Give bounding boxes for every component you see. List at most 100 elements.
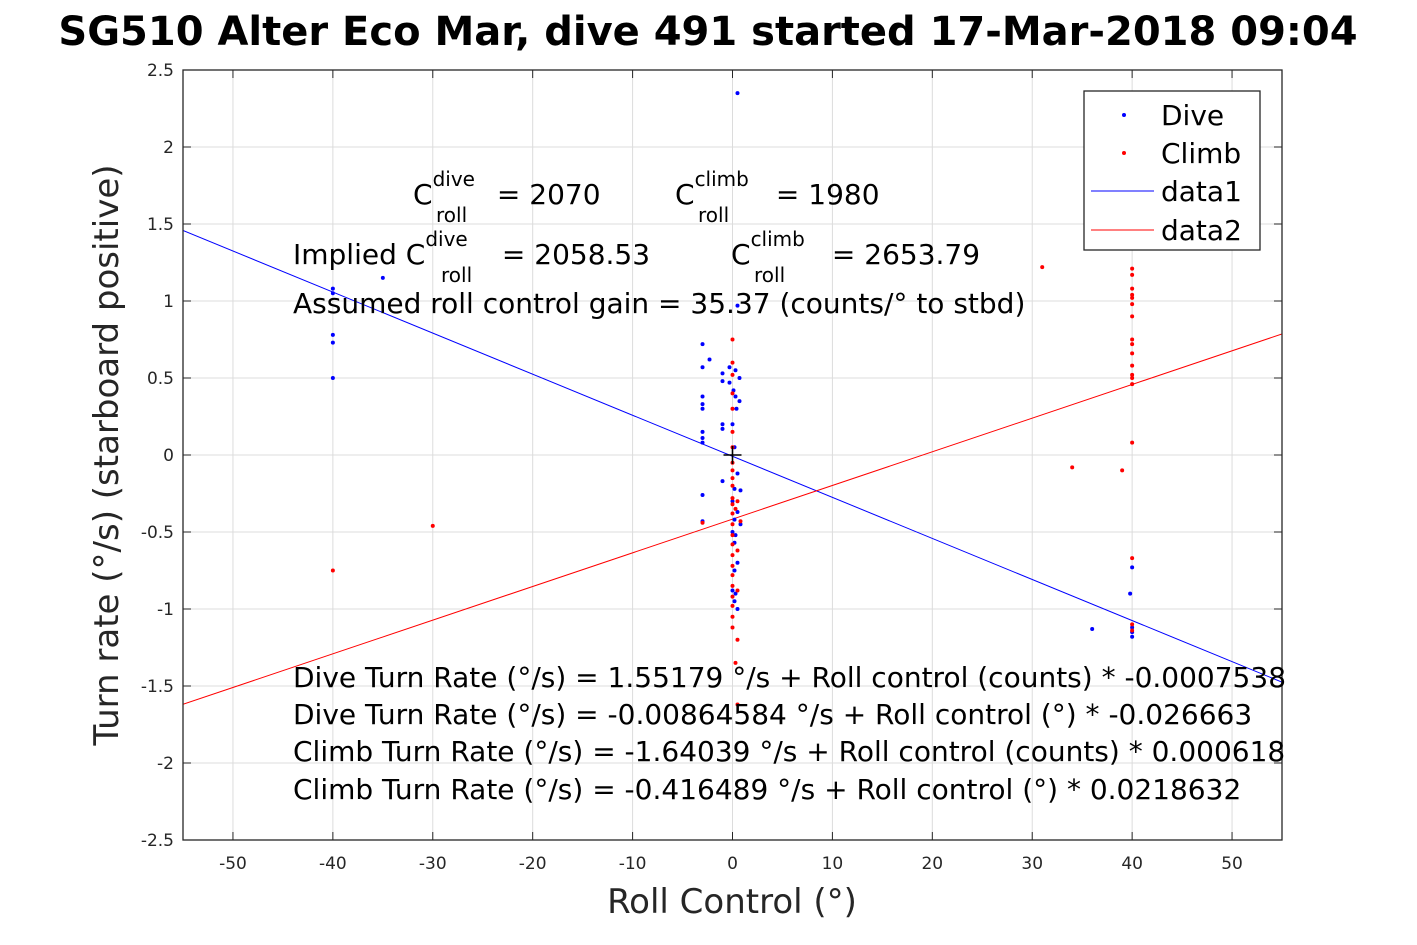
data-point-dive (730, 422, 735, 427)
c-climb-sup: climb (695, 167, 749, 191)
data-point-dive (330, 332, 335, 337)
annotation-eq2: Dive Turn Rate (°/s) = -0.00864584 °/s +… (293, 698, 1252, 731)
data-point-climb (1130, 286, 1135, 291)
data-point-dive (731, 388, 736, 393)
data-point-climb (733, 506, 738, 511)
data-point-dive (1128, 591, 1133, 596)
data-point-climb (730, 429, 735, 434)
data-point-climb (730, 360, 735, 365)
data-point-dive (700, 342, 705, 347)
data-point-dive (732, 517, 737, 522)
data-point-dive (735, 560, 740, 565)
y-tick-label: -2 (157, 754, 174, 774)
implied-dive-sup: dive (425, 227, 467, 251)
y-tick-label: 2.5 (147, 61, 174, 81)
data-point-dive (1130, 625, 1135, 630)
x-tick-label: -20 (519, 854, 547, 874)
data-point-climb (700, 520, 705, 525)
data-point-climb (730, 406, 735, 411)
data-point-dive (733, 533, 738, 538)
implied-climb-value: = 2653.79 (823, 238, 980, 271)
legend-dive-label: Dive (1161, 99, 1224, 132)
data-point-dive (700, 429, 705, 434)
legend-box (1083, 90, 1261, 251)
annotation-implied-climb: Cclimb roll = 2653.79 (731, 227, 980, 287)
x-tick-label: -10 (619, 854, 647, 874)
data-point-climb (730, 533, 735, 538)
data-point-dive (330, 340, 335, 345)
data-point-dive (734, 406, 739, 411)
implied-climb-prefix: C (731, 238, 751, 271)
data-point-climb (1130, 376, 1135, 380)
data-point-dive (735, 471, 740, 476)
y-tick-label: 0 (163, 446, 174, 466)
legend: Dive Climb data1 data2 (1083, 90, 1261, 251)
annotation-eq1: Dive Turn Rate (°/s) = 1.55179 °/s + Rol… (293, 661, 1286, 694)
data-point-climb (730, 372, 735, 377)
implied-dive-sub: roll (441, 263, 472, 287)
y-tick-label: 0.5 (147, 369, 174, 389)
data-point-climb (730, 603, 735, 608)
data-point-climb (1130, 351, 1135, 356)
data-point-climb (730, 625, 735, 630)
data-point-dive (730, 499, 735, 504)
data-point-climb (730, 511, 735, 516)
data-point-dive (732, 486, 737, 491)
x-tick-label: -40 (319, 854, 347, 874)
data-point-dive (727, 380, 732, 385)
data-point-climb (1130, 372, 1135, 377)
origin-marker (723, 446, 742, 464)
data-point-climb (1130, 266, 1135, 271)
y-tick-label: -1.5 (141, 677, 174, 697)
annotation-gain: Assumed roll control gain = 35.37 (count… (293, 287, 1025, 320)
data-point-climb (730, 563, 735, 568)
y-tick-label: 1 (163, 292, 174, 312)
data-point-climb (730, 594, 735, 599)
data-point-climb (1130, 382, 1135, 387)
data-point-dive (380, 275, 385, 280)
y-tick-label: 1.5 (147, 215, 174, 235)
data-point-dive (700, 365, 705, 370)
data-point-climb (430, 523, 435, 528)
y-tick-label: -0.5 (141, 523, 174, 543)
data-point-climb (730, 614, 735, 619)
data-point-dive (330, 286, 335, 291)
chart-title: SG510 Alter Eco Mar, dive 491 started 17… (58, 9, 1357, 55)
data-point-climb (1130, 302, 1135, 307)
data-point-dive (720, 426, 725, 431)
annotation-c-climb: Cclimb roll = 1980 (675, 167, 880, 227)
x-tick-label: 40 (1121, 854, 1143, 874)
data-point-climb (1130, 272, 1135, 277)
legend-climb-label: Climb (1161, 137, 1241, 170)
annotation-c-dive: Cdive roll = 2070 (413, 167, 601, 227)
implied-dive-prefix: Implied C (293, 238, 425, 271)
data-point-climb (1120, 468, 1125, 473)
data-point-climb (1130, 292, 1135, 297)
data-point-climb (730, 337, 735, 342)
data-point-climb (1130, 556, 1135, 561)
x-axis-ticks: -50 -40 -30 -20 -10 0 10 20 30 40 50 (219, 70, 1243, 874)
data-point-dive (730, 530, 735, 534)
x-tick-label: 10 (822, 854, 844, 874)
data-point-dive (735, 607, 740, 611)
data-point-climb (730, 468, 735, 473)
x-tick-label: -30 (419, 854, 447, 874)
data-point-climb (730, 522, 735, 527)
data-point-climb (735, 499, 740, 504)
data-point-dive (707, 357, 712, 362)
data-point-dive (1130, 565, 1135, 570)
data-point-dive (738, 522, 743, 527)
c-dive-sub: roll (436, 203, 467, 227)
annotation-eq4: Climb Turn Rate (°/s) = -0.416489 °/s + … (293, 773, 1241, 806)
data-point-climb (730, 391, 735, 396)
data-point-dive (700, 493, 705, 498)
data-point-climb (730, 496, 735, 501)
data-point-climb (1040, 265, 1045, 270)
c-climb-prefix: C (675, 178, 695, 211)
data-points (330, 91, 1135, 707)
c-dive-value: = 2070 (488, 178, 601, 211)
data-point-climb (1130, 295, 1135, 300)
data-point-dive (733, 394, 738, 399)
data-point-dive (330, 291, 335, 296)
